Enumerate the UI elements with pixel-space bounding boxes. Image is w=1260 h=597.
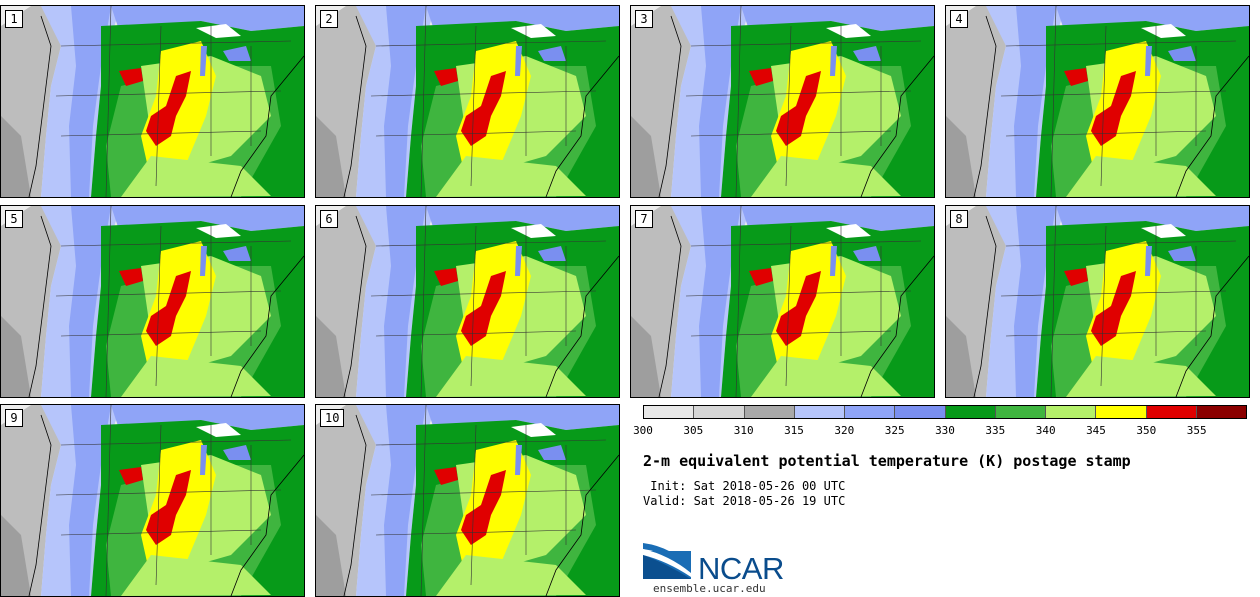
valid-time: Valid: Sat 2018-05-26 19 UTC bbox=[643, 494, 846, 508]
ensemble-member-panel-9: 9 bbox=[0, 404, 305, 597]
colorbar bbox=[643, 405, 1247, 419]
colorbar-tick-label: 300 bbox=[633, 424, 653, 437]
member-number: 5 bbox=[5, 210, 23, 228]
ensemble-member-panel-4: 4 bbox=[945, 5, 1250, 198]
member-map bbox=[316, 206, 619, 397]
ensemble-member-panel-2: 2 bbox=[315, 5, 620, 198]
member-number: 9 bbox=[5, 409, 23, 427]
member-map bbox=[316, 405, 619, 596]
colorbar-tick-label: 330 bbox=[935, 424, 955, 437]
plot-title: 2-m equivalent potential temperature (K)… bbox=[643, 452, 1131, 470]
member-number: 4 bbox=[950, 10, 968, 28]
ensemble-member-panel-5: 5 bbox=[0, 205, 305, 398]
ensemble-member-panel-1: 1 bbox=[0, 5, 305, 198]
colorbar-swatch bbox=[1196, 406, 1246, 418]
source-url: ensemble.ucar.edu bbox=[653, 582, 766, 595]
colorbar-tick-label: 320 bbox=[834, 424, 855, 437]
ncar-wordmark: NCAR bbox=[698, 551, 784, 586]
colorbar-swatch bbox=[945, 406, 996, 418]
ensemble-member-panel-7: 7 bbox=[630, 205, 935, 398]
ensemble-member-panel-10: 10 bbox=[315, 404, 620, 597]
member-number: 3 bbox=[635, 10, 653, 28]
member-number: 7 bbox=[635, 210, 653, 228]
ncar-logo-icon bbox=[643, 543, 691, 579]
member-map bbox=[1, 6, 304, 197]
colorbar-swatch bbox=[794, 406, 845, 418]
member-number: 2 bbox=[320, 10, 338, 28]
colorbar-swatch bbox=[895, 406, 946, 418]
member-map bbox=[631, 206, 934, 397]
colorbar-swatch bbox=[1096, 406, 1147, 418]
ensemble-member-panel-6: 6 bbox=[315, 205, 620, 398]
ensemble-member-panel-8: 8 bbox=[945, 205, 1250, 398]
member-map bbox=[1, 405, 304, 596]
colorbar-swatch bbox=[845, 406, 896, 418]
member-map bbox=[316, 6, 619, 197]
colorbar-tick-label: 310 bbox=[733, 424, 754, 437]
ensemble-member-panel-3: 3 bbox=[630, 5, 935, 198]
colorbar-tick-label: 325 bbox=[884, 424, 905, 437]
colorbar-tick-label: 305 bbox=[683, 424, 704, 437]
member-map bbox=[631, 6, 934, 197]
member-map bbox=[946, 206, 1249, 397]
colorbar-tick-label: 345 bbox=[1086, 424, 1106, 437]
colorbar-swatch bbox=[1046, 406, 1097, 418]
member-number: 1 bbox=[5, 10, 23, 28]
colorbar-tick-label: 315 bbox=[784, 424, 804, 437]
init-time: Init: Sat 2018-05-26 00 UTC bbox=[643, 479, 846, 493]
colorbar-tick-label: 350 bbox=[1136, 424, 1157, 437]
colorbar-tick-label: 335 bbox=[985, 424, 1006, 437]
colorbar-tick-label: 340 bbox=[1035, 424, 1056, 437]
member-map bbox=[946, 6, 1249, 197]
colorbar-tick-label: 355 bbox=[1186, 424, 1207, 437]
colorbar-swatch bbox=[1146, 406, 1197, 418]
colorbar-swatch bbox=[694, 406, 745, 418]
member-number: 6 bbox=[320, 210, 338, 228]
colorbar-swatch bbox=[644, 406, 695, 418]
member-number: 10 bbox=[320, 409, 345, 427]
member-number: 8 bbox=[950, 210, 968, 228]
colorbar-swatch bbox=[744, 406, 795, 418]
member-map bbox=[1, 206, 304, 397]
colorbar-swatch bbox=[995, 406, 1046, 418]
